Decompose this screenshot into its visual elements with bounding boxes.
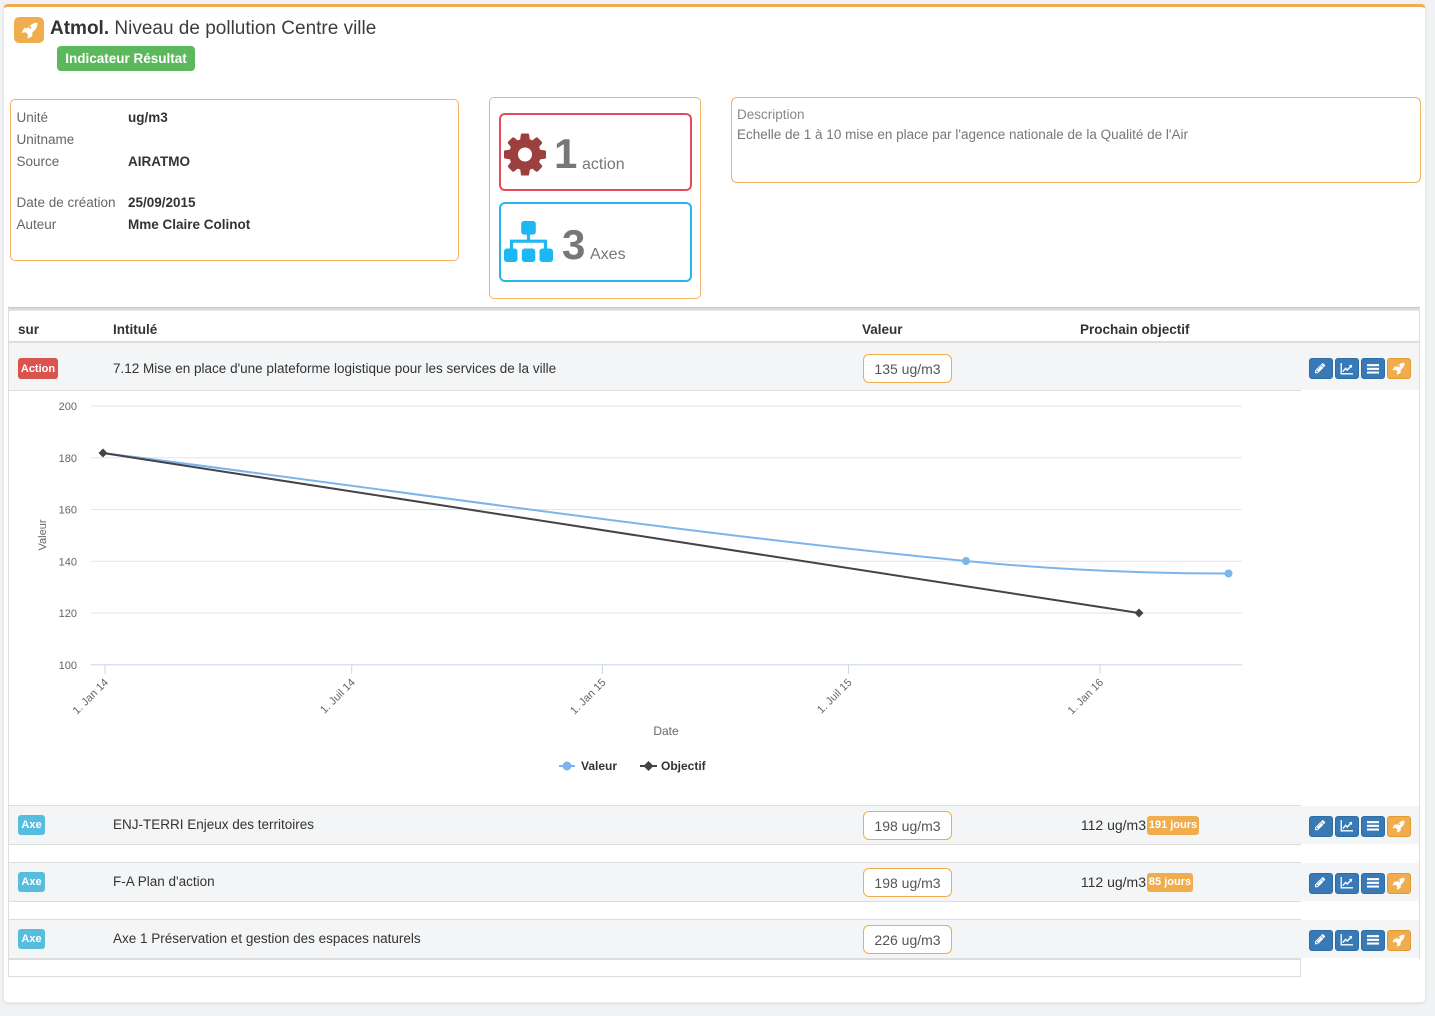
svg-text:Valeur: Valeur bbox=[581, 759, 617, 773]
svg-text:180: 180 bbox=[59, 453, 77, 465]
svg-text:Valeur: Valeur bbox=[37, 519, 49, 550]
svg-text:200: 200 bbox=[59, 401, 77, 413]
svg-text:1. Juil 14: 1. Juil 14 bbox=[318, 677, 358, 717]
svg-text:1. Jan 16: 1. Jan 16 bbox=[1066, 677, 1106, 717]
svg-text:120: 120 bbox=[59, 608, 77, 620]
svg-text:Date: Date bbox=[653, 724, 679, 738]
svg-text:160: 160 bbox=[59, 505, 77, 517]
svg-text:1. Jan 15: 1. Jan 15 bbox=[568, 677, 608, 717]
svg-text:Objectif: Objectif bbox=[661, 759, 707, 773]
svg-text:140: 140 bbox=[59, 556, 77, 568]
svg-text:1. Juil 15: 1. Juil 15 bbox=[815, 677, 855, 717]
svg-text:1. Jan 14: 1. Jan 14 bbox=[71, 677, 111, 717]
svg-text:100: 100 bbox=[59, 660, 77, 672]
